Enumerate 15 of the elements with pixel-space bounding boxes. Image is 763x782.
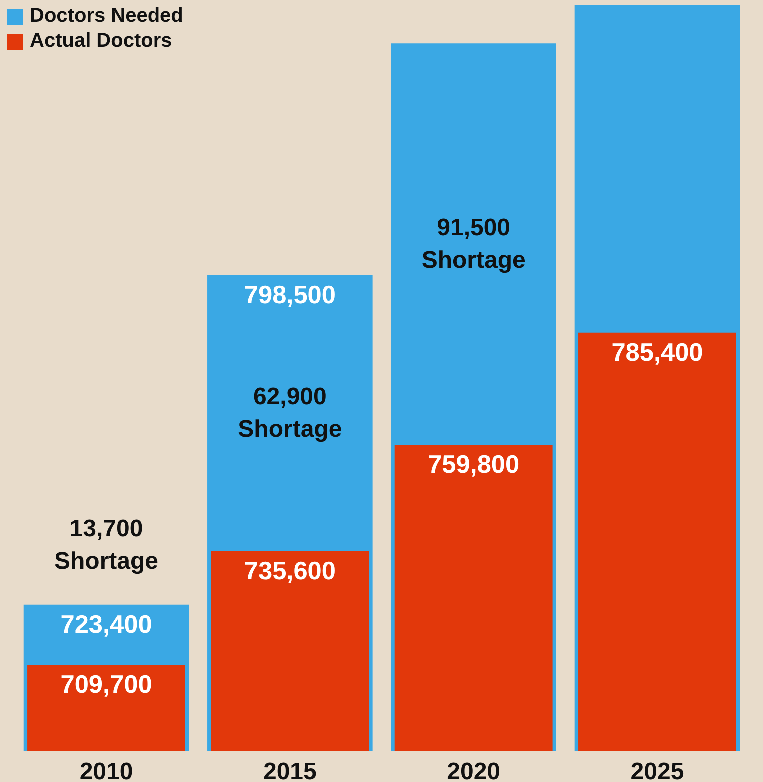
data-label: 798,500 <box>244 281 336 310</box>
annotation: 62,900 Shortage <box>238 384 342 444</box>
x-tick-label: 2015 <box>263 758 317 782</box>
data-label: 785,400 <box>612 338 704 367</box>
x-tick-label: 2020 <box>447 758 501 782</box>
legend-label: Actual Doctors <box>30 30 172 53</box>
data-label: 723,400 <box>60 610 152 639</box>
data-label: 709,700 <box>60 671 152 700</box>
annotation: 13,700 Shortage <box>54 516 159 575</box>
x-tick-label: 2010 <box>80 758 134 782</box>
data-label: 735,600 <box>244 557 336 586</box>
annotation: 91,500 Shortage <box>422 214 526 274</box>
x-tick-label: 2025 <box>630 758 684 782</box>
legend-label: Doctors Needed <box>30 5 184 28</box>
data-label: 759,800 <box>428 451 520 480</box>
